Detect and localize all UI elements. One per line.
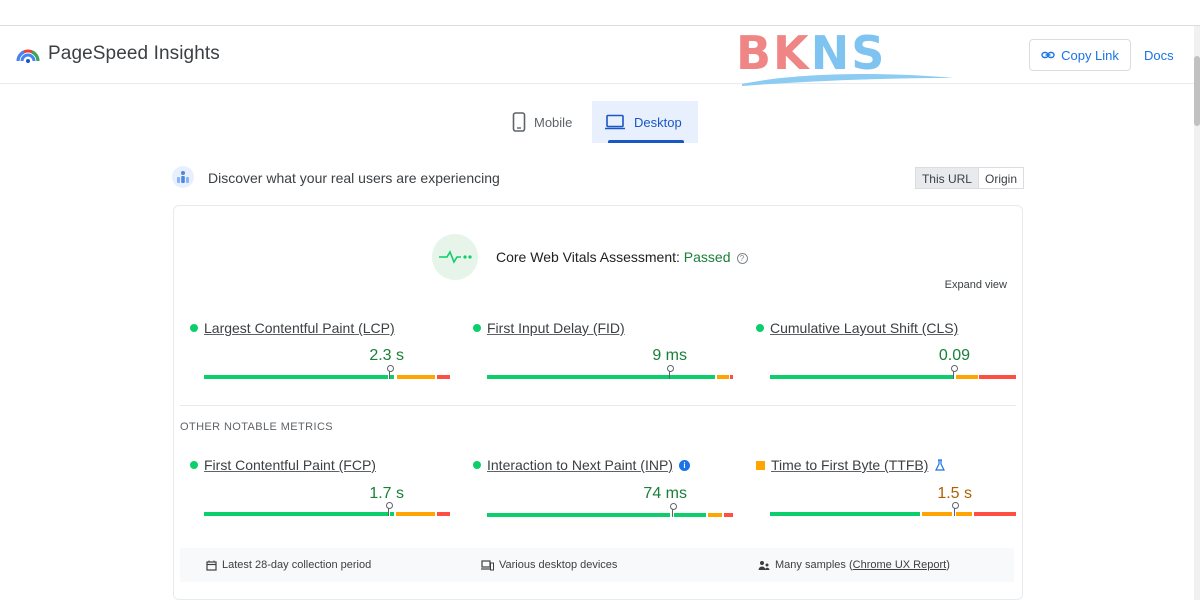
vitals-pulse-icon (432, 234, 478, 280)
metric-value: 0.09 (938, 347, 970, 364)
metric-ttfb: Time to First Byte (TTFB) 1.5 s (756, 457, 1016, 516)
metric-label[interactable]: Time to First Byte (TTFB) (771, 457, 929, 473)
distribution-bar (487, 365, 733, 379)
device-tabs: Mobile Desktop (500, 101, 698, 143)
percentile-marker (386, 502, 393, 516)
percentile-marker (952, 502, 959, 516)
metric-cls: Cumulative Layout Shift (CLS) 0.09 (756, 320, 1016, 379)
metric-lcp: Largest Contentful Paint (LCP) 2.3 s (190, 320, 450, 379)
metric-fcp: First Contentful Paint (FCP) 1.7 s (190, 457, 450, 516)
calendar-icon (206, 560, 217, 571)
metric-value: 2.3 s (369, 347, 404, 364)
phone-icon (512, 112, 526, 132)
this-url-toggle[interactable]: This URL (915, 168, 979, 188)
metric-value: 9 ms (652, 347, 687, 364)
cwv-status: Passed (683, 249, 731, 265)
field-data-footer: Latest 28-day collection period Various … (180, 548, 1014, 582)
good-status-dot (190, 461, 198, 469)
scrollbar-thumb[interactable] (1194, 56, 1200, 126)
good-status-dot (473, 461, 481, 469)
distribution-bar (204, 502, 450, 516)
help-icon[interactable]: ? (736, 253, 748, 264)
field-data-card: Core Web Vitals Assessment: Passed? Expa… (173, 205, 1023, 600)
metric-label[interactable]: Largest Contentful Paint (LCP) (204, 320, 395, 336)
copy-link-button[interactable]: Copy Link (1029, 39, 1131, 71)
distribution-bar (487, 503, 733, 517)
other-metrics-title: OTHER NOTABLE METRICS (180, 421, 334, 433)
percentile-marker (387, 365, 394, 379)
tab-mobile[interactable]: Mobile (500, 101, 592, 143)
link-icon (1041, 51, 1055, 59)
metric-inp: Interaction to Next Paint (INP) i 74 ms (473, 457, 733, 517)
distribution-bar (770, 365, 1016, 379)
devices-icon (481, 559, 494, 570)
metric-label[interactable]: First Input Delay (FID) (487, 320, 625, 336)
metric-label[interactable]: Cumulative Layout Shift (CLS) (770, 320, 959, 336)
collection-period: Latest 28-day collection period (206, 559, 371, 571)
good-status-dot (756, 324, 764, 332)
pagespeed-logo-icon (16, 49, 40, 63)
docs-link[interactable]: Docs (1144, 48, 1174, 63)
users-icon (172, 166, 194, 188)
good-status-dot (190, 324, 198, 332)
flask-icon (935, 459, 946, 471)
metric-label[interactable]: Interaction to Next Paint (INP) (487, 457, 673, 473)
metric-fid: First Input Delay (FID) 9 ms (473, 320, 733, 379)
watermark-logo: BKNS (736, 26, 958, 88)
sample-source: Many samples (Chrome UX Report) (758, 559, 950, 571)
cwv-assessment: Core Web Vitals Assessment: Passed? (432, 234, 748, 280)
section-divider (180, 405, 1016, 406)
copy-link-label: Copy Link (1061, 47, 1119, 63)
browser-top-strip (0, 0, 1200, 26)
distribution-bar (204, 365, 450, 379)
metric-label[interactable]: First Contentful Paint (FCP) (204, 457, 376, 473)
expand-view-link[interactable]: Expand view (944, 279, 1007, 291)
people-icon (758, 560, 770, 570)
device-type: Various desktop devices (481, 559, 617, 571)
page-scrollbar[interactable] (1194, 26, 1200, 600)
collection-period-text: Latest 28-day collection period (222, 559, 372, 571)
chrome-ux-report-link[interactable]: Chrome UX Report (852, 559, 947, 571)
brand[interactable]: PageSpeed Insights (16, 42, 220, 66)
cwv-assessment-text: Core Web Vitals Assessment: Passed? (496, 249, 748, 265)
metric-value: 1.5 s (937, 485, 972, 502)
app-header: PageSpeed Insights Copy Link Docs (0, 26, 1200, 84)
metric-value: 74 ms (643, 485, 687, 502)
distribution-bar (770, 502, 1016, 516)
watermark-text: BKNS (736, 26, 887, 80)
laptop-icon (605, 114, 625, 130)
info-icon[interactable]: i (678, 459, 690, 471)
metric-value: 1.7 s (369, 485, 404, 502)
device-type-text: Various desktop devices (499, 559, 618, 571)
tab-desktop-label: Desktop (634, 114, 682, 130)
tab-desktop[interactable]: Desktop (592, 101, 698, 143)
field-data-header: Discover what your real users are experi… (172, 166, 1024, 190)
average-status-square (756, 460, 765, 470)
watermark-swoosh (742, 74, 954, 86)
percentile-marker (951, 365, 958, 379)
percentile-marker (667, 365, 674, 379)
cwv-label: Core Web Vitals Assessment: (496, 249, 680, 265)
field-data-heading: Discover what your real users are experi… (208, 170, 500, 186)
tab-selected-indicator (608, 140, 684, 143)
app-title: PageSpeed Insights (48, 43, 220, 64)
samples-suffix: ) (946, 559, 950, 571)
tab-mobile-label: Mobile (534, 114, 573, 130)
origin-toggle[interactable]: Origin (984, 172, 1017, 186)
good-status-dot (473, 324, 481, 332)
url-origin-toggle: This URL Origin (914, 167, 1024, 189)
percentile-marker (670, 503, 677, 517)
samples-prefix: Many samples ( (775, 559, 853, 571)
